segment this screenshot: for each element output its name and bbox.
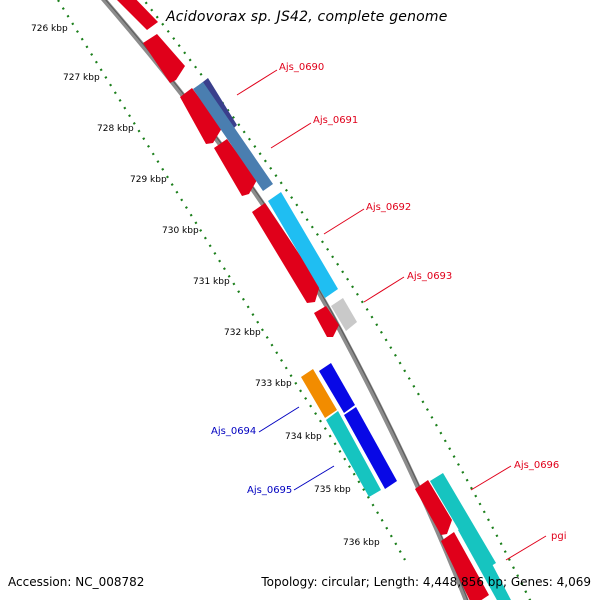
leader-line: [470, 465, 512, 491]
leader-line: [363, 276, 405, 303]
gene-label-ajs0696[interactable]: Ajs_0696: [514, 460, 559, 471]
gene-arrow-ajs0690[interactable]: [180, 88, 222, 144]
kbp-label: 732 kbp: [224, 328, 261, 338]
genome-backbone: [100, 0, 469, 600]
kbp-label: 736 kbp: [343, 538, 380, 548]
block-ajs0695-blue[interactable]: [344, 407, 397, 489]
block-ajs0694-orange[interactable]: [301, 369, 337, 418]
gene-label-ajs0695[interactable]: Ajs_0695: [247, 485, 292, 496]
kbp-label: 734 kbp: [285, 432, 322, 442]
block-ajs0691[interactable]: [193, 82, 273, 191]
gene-arrow-ajs0693[interactable]: [314, 306, 339, 337]
ruler-labels: 726 kbp 727 kbp 728 kbp 729 kbp 730 kbp …: [31, 24, 380, 548]
gene-arrow-ajs0691[interactable]: [214, 139, 257, 196]
block-ajs0692[interactable]: [268, 192, 338, 298]
gene-label-ajs0691[interactable]: Ajs_0691: [313, 115, 358, 126]
kbp-label: 733 kbp: [255, 379, 292, 389]
leader-line: [323, 208, 365, 235]
gene-labels: Ajs_0690 Ajs_0691 Ajs_0692 Ajs_0693 Ajs_…: [211, 62, 566, 561]
genome-title: Acidovorax sp. JS42, complete genome: [166, 9, 448, 25]
leader-line: [505, 535, 547, 561]
accession-text: Accession: NC_008782: [8, 575, 145, 589]
gene-arrow-ajs0689[interactable]: [143, 34, 185, 83]
gene-arrow-pgi[interactable]: [441, 532, 489, 600]
block-pgi[interactable]: [458, 522, 512, 600]
leader-line: [236, 69, 278, 96]
gene-label-pgi[interactable]: pgi: [551, 531, 566, 542]
gene-label-ajs0690[interactable]: Ajs_0690: [279, 62, 324, 73]
gene-label-ajs0694[interactable]: Ajs_0694: [211, 426, 256, 437]
leader-line: [258, 406, 300, 433]
kbp-label: 729 kbp: [130, 175, 167, 185]
gene-arrow-ajs0692[interactable]: [252, 203, 320, 303]
gene-label-ajs0693[interactable]: Ajs_0693: [407, 271, 452, 282]
gene-arrow-ajs0696[interactable]: [415, 480, 452, 535]
feature-blocks: [193, 78, 512, 600]
gene-arrow-top[interactable]: [113, 0, 158, 30]
kbp-label: 728 kbp: [97, 124, 134, 134]
genome-stats-text: Topology: circular; Length: 4,448,856 bp…: [261, 575, 591, 589]
block-ajs0694-blue[interactable]: [319, 363, 355, 413]
block-ajs0695[interactable]: [326, 411, 381, 497]
leader-line: [293, 465, 335, 491]
kbp-label: 727 kbp: [63, 73, 100, 83]
kbp-label: 730 kbp: [162, 226, 199, 236]
block-ajs0693[interactable]: [331, 298, 357, 331]
kbp-label: 731 kbp: [193, 277, 230, 287]
kbp-label: 735 kbp: [314, 485, 351, 495]
forward-genes: [113, 0, 489, 600]
kbp-label: 726 kbp: [31, 24, 68, 34]
leader-line: [270, 122, 312, 149]
ruler-dotted-track: [57, 0, 406, 561]
gene-label-ajs0692[interactable]: Ajs_0692: [366, 202, 411, 213]
